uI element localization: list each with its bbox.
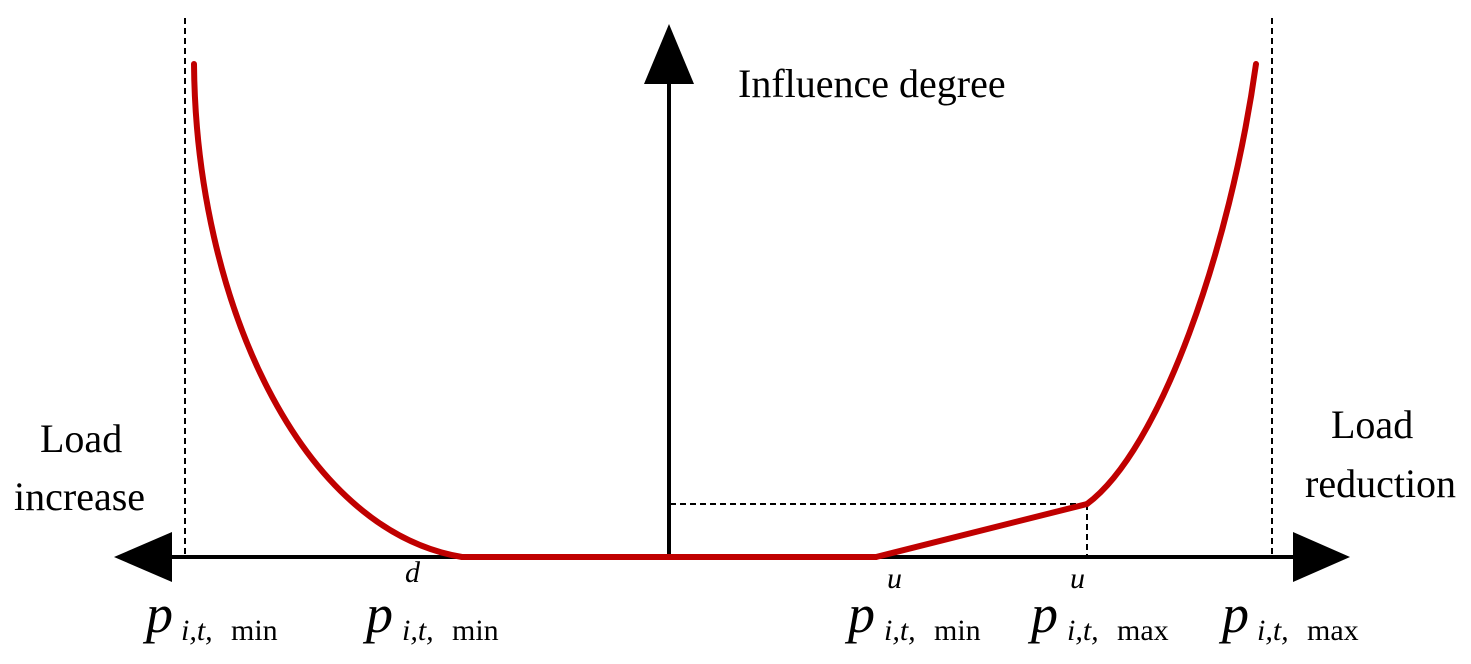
left-label-line1: Load — [40, 416, 122, 461]
svg-text:i,t,: i,t, — [1067, 614, 1099, 647]
svg-text:min: min — [231, 614, 278, 647]
tick-label-p-u-max: p u i,t, max — [1027, 562, 1169, 647]
y-axis-label: Influence degree — [738, 61, 1006, 106]
tick-label-p-max: p i,t, max — [1218, 584, 1359, 647]
right-label-line1: Load — [1331, 402, 1413, 447]
right-label-line2: reduction — [1305, 461, 1456, 506]
svg-text:min: min — [452, 614, 499, 647]
influence-curve-linear-rise — [873, 501, 1090, 560]
influence-curve-left — [191, 61, 465, 560]
svg-text:max: max — [1307, 614, 1359, 647]
svg-text:i,t,: i,t, — [181, 614, 213, 647]
tick-label-p-u-min: p u i,t, min — [844, 562, 981, 647]
svg-text:u: u — [887, 562, 902, 595]
svg-text:p: p — [142, 584, 173, 644]
x-axis-right-arrow — [1293, 532, 1350, 582]
svg-text:p: p — [362, 584, 393, 644]
svg-text:p: p — [1218, 584, 1249, 644]
influence-curve-right — [1084, 61, 1259, 507]
svg-text:p: p — [1027, 584, 1058, 644]
tick-label-p-min: p i,t, min — [142, 584, 278, 647]
tick-label-p-d-min: p d i,t, min — [362, 556, 499, 647]
left-label-line2: increase — [14, 474, 145, 519]
svg-text:i,t,: i,t, — [402, 614, 434, 647]
svg-text:i,t,: i,t, — [884, 614, 916, 647]
svg-text:min: min — [934, 614, 981, 647]
svg-text:max: max — [1117, 614, 1169, 647]
svg-text:d: d — [405, 556, 421, 589]
svg-text:p: p — [844, 584, 875, 644]
svg-text:i,t,: i,t, — [1257, 614, 1289, 647]
svg-text:u: u — [1070, 562, 1085, 595]
x-axis-left-arrow — [114, 532, 172, 582]
y-axis-up-arrow — [644, 24, 694, 84]
